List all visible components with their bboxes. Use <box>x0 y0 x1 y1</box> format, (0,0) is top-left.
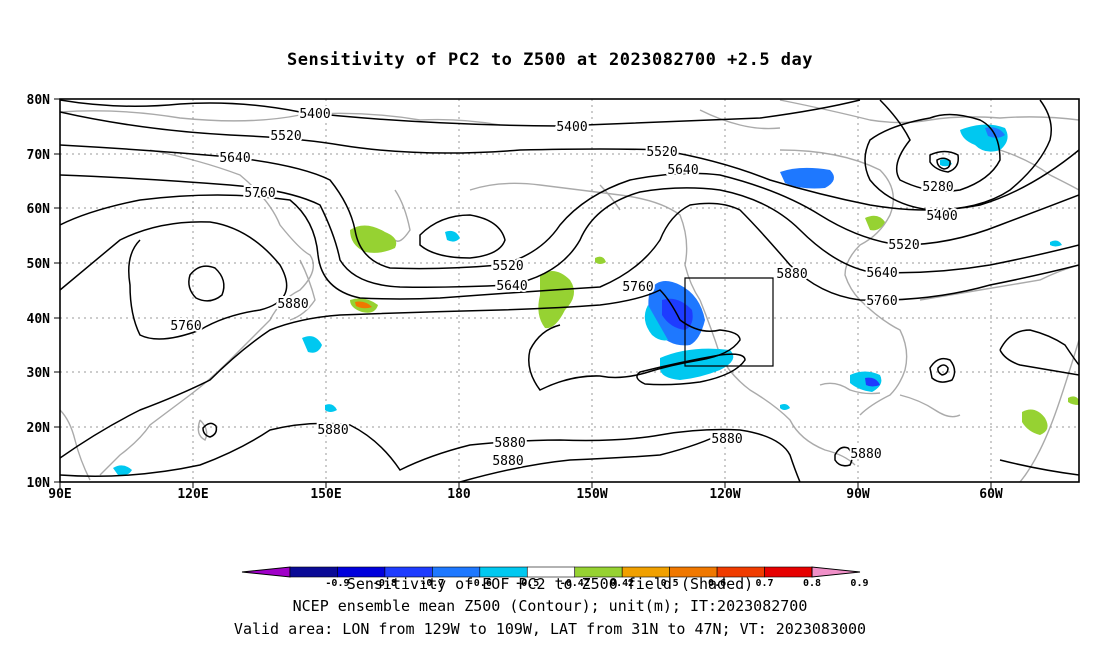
lat-label: 80N <box>27 93 51 108</box>
svg-text:5760: 5760 <box>866 294 897 309</box>
colorbar-cells <box>289 566 813 578</box>
lat-label: 20N <box>27 421 51 436</box>
lon-label: 150E <box>310 487 341 502</box>
lon-label: 120E <box>177 487 208 502</box>
svg-text:5520: 5520 <box>646 145 677 160</box>
contour-label: 5400 <box>556 120 587 135</box>
svg-text:5880: 5880 <box>494 436 525 451</box>
svg-text:5880: 5880 <box>317 423 348 438</box>
svg-text:5520: 5520 <box>888 238 919 253</box>
colorbar-caption: Sensitivity of EOF PC2 to Z500 field (Sh… <box>346 575 754 593</box>
svg-text:5400: 5400 <box>299 107 330 122</box>
svg-text:5760: 5760 <box>622 280 653 295</box>
lon-labels: 90E 120E 150E 180 150W 120W 90W 60W <box>48 487 1003 502</box>
lat-label: 40N <box>27 312 51 327</box>
svg-text:5880: 5880 <box>492 454 523 469</box>
sensitivity-shading <box>113 124 1079 476</box>
tick-marks <box>54 98 992 488</box>
colorbar-labels: -0.9 -0.8 -0.7 -0.6 -0.5 -0.42 0.42 0.5 0.6 0.7 0.… <box>325 578 868 589</box>
plot-frame <box>59 98 1080 483</box>
lon-label: 120W <box>709 487 740 502</box>
svg-text:5760: 5760 <box>244 186 275 201</box>
lon-label: 60W <box>979 487 1003 502</box>
lat-labels: 80N 70N 60N 50N 40N 30N 20N 10N <box>27 93 51 491</box>
colorbar-tick-label: 0.7 <box>756 578 774 589</box>
lon-label: 180 <box>447 487 471 502</box>
colorbar-tick-label: -0.7 <box>420 578 444 589</box>
contour-label: 5640 <box>667 163 698 178</box>
map-title: Sensitivity of PC2 to Z500 at 2023082700… <box>286 50 813 70</box>
contour-label: 5760 <box>866 294 897 309</box>
contour-label: 5640 <box>496 279 527 294</box>
contour-labels: 5400 5400 5400 5400 5400 5400 5520 5520 … <box>168 105 959 471</box>
svg-text:5760: 5760 <box>170 319 201 334</box>
contour-label: 5640 <box>866 266 897 281</box>
contour-label: 5760 <box>622 280 653 295</box>
lat-label: 10N <box>27 476 51 491</box>
footer-line-2: Valid area: LON from 129W to 109W, LAT f… <box>233 620 867 638</box>
contour-label: 5520 <box>888 238 919 253</box>
svg-text:5520: 5520 <box>270 129 301 144</box>
svg-text:5640: 5640 <box>667 163 698 178</box>
svg-text:5880: 5880 <box>711 432 742 447</box>
svg-text:5880: 5880 <box>776 267 807 282</box>
lat-label: 70N <box>27 148 51 163</box>
z500-contours <box>60 99 1079 482</box>
contour-label: 5400 <box>926 209 957 224</box>
colorbar-tick-label: 0.9 <box>850 578 868 589</box>
svg-text:5640: 5640 <box>496 279 527 294</box>
footer-line-1: NCEP ensemble mean Z500 (Contour); unit(… <box>292 597 808 615</box>
contour-label: 5760 <box>244 186 275 201</box>
colorbar-tick-label: -0.8 <box>373 578 397 589</box>
colorbar-tick-label: 0.5 <box>661 578 679 589</box>
colorbar-tick-label: -0.9 <box>325 578 349 589</box>
contour-label: 5640 <box>219 151 250 166</box>
contour-label: 5880 <box>492 454 523 469</box>
colorbar-right-triangle <box>811 566 861 578</box>
contour-label: 5520 <box>270 129 301 144</box>
colorbar-tick-label: -0.5 <box>515 578 539 589</box>
map-layer <box>60 99 1079 482</box>
contour-label: 5520 <box>646 145 677 160</box>
colorbar: -0.9 -0.8 -0.7 -0.6 -0.5 -0.42 0.42 0.5 0.6 0.7 0.… <box>241 566 868 589</box>
lon-label: 90W <box>846 487 870 502</box>
lat-label: 30N <box>27 366 51 381</box>
svg-text:5880: 5880 <box>850 447 881 462</box>
lon-label: 150W <box>576 487 607 502</box>
lat-label: 60N <box>27 202 51 217</box>
colorbar-tick-label: -0.6 <box>468 578 492 589</box>
contour-label: 5760 <box>170 319 201 334</box>
contour-label: 5880 <box>776 267 807 282</box>
contour-label: 5520 <box>492 259 523 274</box>
svg-text:5640: 5640 <box>219 151 250 166</box>
graticule <box>60 99 1079 482</box>
colorbar-tick-label: 0.42 <box>610 578 634 589</box>
lat-label: 50N <box>27 257 51 272</box>
svg-text:5400: 5400 <box>556 120 587 135</box>
contour-label: 5880 <box>850 447 881 462</box>
colorbar-tick-label: -0.42 <box>560 578 590 589</box>
svg-text:5640: 5640 <box>866 266 897 281</box>
contour-label: 5880 <box>317 423 348 438</box>
valid-area-box <box>684 277 774 367</box>
contour-label: 5880 <box>494 436 525 451</box>
contour-label: 5880 <box>277 297 308 312</box>
lon-label: 90E <box>48 487 71 502</box>
svg-text:5400: 5400 <box>926 209 957 224</box>
svg-text:5280: 5280 <box>922 180 953 195</box>
colorbar-tick-label: 0.6 <box>708 578 726 589</box>
svg-text:5520: 5520 <box>492 259 523 274</box>
colorbar-tick-label: 0.8 <box>803 578 821 589</box>
contour-label: 5280 <box>922 180 953 195</box>
svg-text:5880: 5880 <box>277 297 308 312</box>
contour-label: 5400 <box>299 107 330 122</box>
contour-label: 5880 <box>711 432 742 447</box>
